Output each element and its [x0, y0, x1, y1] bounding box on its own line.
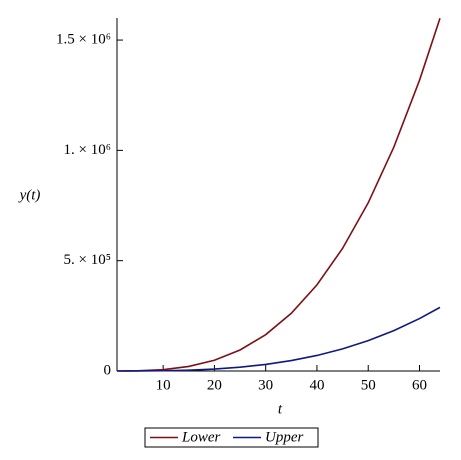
y-axis-label: y(t): [18, 187, 41, 203]
x-tick-label: 10: [156, 377, 171, 393]
series-line: [116, 306, 441, 372]
legend-label: Upper: [265, 429, 303, 445]
y-tick-label: 0: [104, 362, 112, 378]
series-line: [116, 17, 441, 372]
x-tick-label: 50: [361, 377, 376, 393]
x-tick-label: 30: [258, 377, 273, 393]
x-tick-label: 40: [309, 377, 324, 393]
y-tick-label: 1.5 × 10⁶: [56, 32, 111, 48]
legend-box: [144, 427, 319, 448]
y-tick-label: 5. × 10⁵: [64, 252, 111, 268]
y-tick-label: 1. × 10⁶: [64, 142, 111, 158]
legend-label: Lower: [181, 429, 221, 445]
x-axis-label: t: [278, 401, 283, 417]
x-tick-label: 20: [207, 377, 222, 393]
x-tick-label: 60: [412, 377, 427, 393]
